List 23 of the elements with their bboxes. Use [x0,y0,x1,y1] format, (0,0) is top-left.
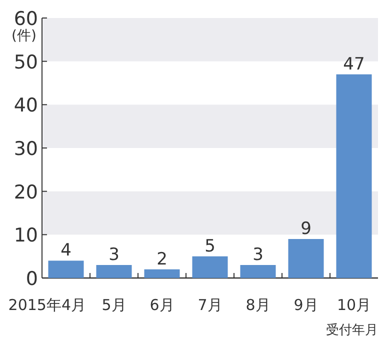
y-tick-label: 0 [26,268,38,290]
x-tick-label: 6月 [150,296,174,314]
x-tick-label: 9月 [294,296,318,314]
x-tick-label: 2015年4月 [8,296,86,314]
data-label: 47 [343,54,365,74]
y-tick-label: 50 [14,51,38,74]
x-tick-label: 10月 [336,296,372,314]
data-label: 5 [204,236,216,256]
x-tick-label: 5月 [102,296,126,314]
data-label: 3 [108,245,120,265]
y-tick-label: 60 [14,8,38,30]
y-tick-label: 20 [14,181,38,204]
y-tick-label: 30 [14,138,38,160]
y-axis-title: (件) [12,28,36,44]
y-tick-label: 10 [14,224,38,247]
data-label: 2 [156,249,168,270]
data-label: 4 [60,240,72,261]
data-label: 9 [300,219,312,239]
data-label: 3 [252,245,264,265]
y-tick-label: 40 [14,94,38,117]
x-axis-title: 受付年月 [326,323,378,338]
x-tick-label: 8月 [246,296,270,314]
x-tick-label: 7月 [198,296,222,314]
